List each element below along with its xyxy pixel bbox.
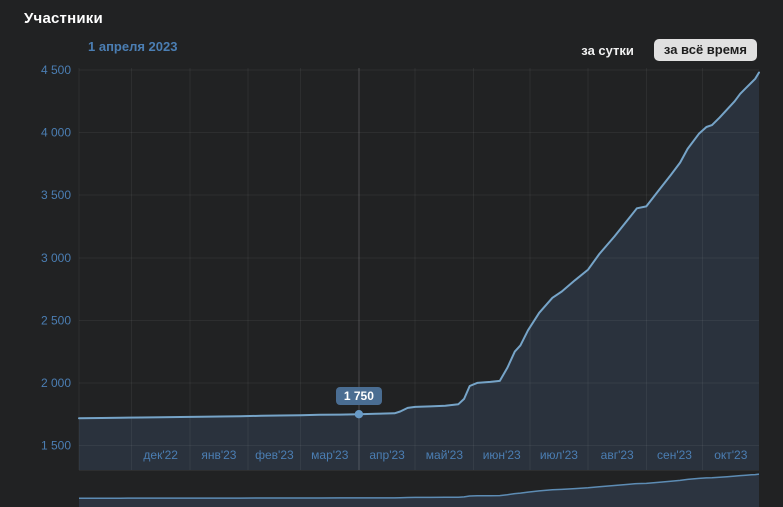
y-axis-label: 2 500 — [41, 313, 71, 327]
x-axis-label: фев'23 — [255, 448, 294, 462]
per-day-button[interactable]: за сутки — [581, 42, 634, 58]
x-axis-label: дек'22 — [143, 448, 178, 462]
selected-point-marker — [354, 410, 364, 419]
mini-map-scrollbar[interactable] — [79, 472, 759, 507]
x-axis-label: сен'23 — [657, 448, 692, 462]
x-axis-label: окт'23 — [714, 448, 748, 462]
x-axis-label: мар'23 — [311, 448, 349, 462]
mini-map-line — [79, 473, 760, 499]
x-axis-label: авг'23 — [601, 448, 634, 462]
all-time-button[interactable]: за всё время — [653, 39, 757, 61]
x-axis-label: янв'23 — [201, 448, 236, 462]
value-tooltip: 1 750 — [335, 387, 382, 406]
members-line — [78, 71, 760, 420]
x-axis-label: июл'23 — [540, 448, 578, 462]
x-axis-label: май'23 — [426, 448, 464, 462]
x-axis-label: июн'23 — [483, 448, 521, 462]
page-title: Участники — [24, 10, 103, 27]
y-axis-label: 2 000 — [41, 376, 71, 390]
hover-date-label: 1 апреля 2023 — [88, 39, 178, 54]
y-axis-label: 1 500 — [41, 439, 71, 453]
y-axis-label: 4 000 — [41, 126, 71, 140]
y-axis-label: 3 500 — [41, 188, 71, 202]
y-axis-label: 3 000 — [41, 251, 71, 265]
time-range-controls: за сутки за всё время — [581, 39, 757, 61]
x-axis-label: апр'23 — [369, 448, 405, 462]
members-area-fill — [79, 72, 759, 470]
y-axis-label: 4 500 — [41, 63, 71, 77]
